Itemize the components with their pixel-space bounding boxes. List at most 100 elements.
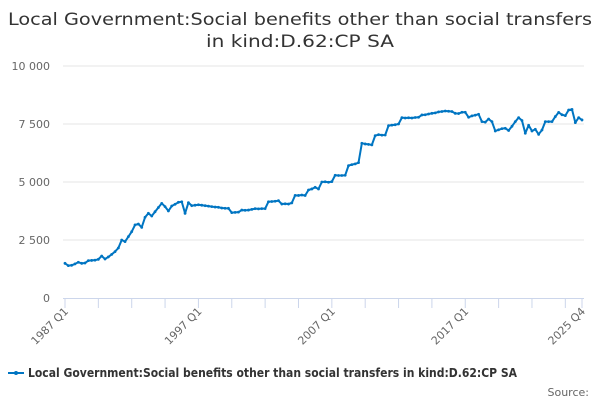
- data-point: [540, 128, 544, 132]
- data-point: [470, 114, 474, 118]
- data-point: [253, 207, 257, 211]
- legend-marker-icon: [14, 371, 18, 375]
- data-point: [340, 174, 344, 177]
- data-point: [477, 112, 480, 116]
- data-point: [63, 261, 67, 265]
- data-point: [270, 200, 274, 203]
- data-point: [440, 110, 444, 113]
- data-point: [453, 111, 457, 115]
- x-tick-label: 2007 Q1: [295, 305, 338, 348]
- data-point: [343, 173, 347, 177]
- data-point: [413, 116, 417, 119]
- data-point: [550, 120, 554, 124]
- y-tick-label: 5 000: [19, 176, 51, 189]
- gridlines: [63, 65, 584, 241]
- data-point: [320, 180, 324, 184]
- data-point: [83, 261, 87, 265]
- y-tick-label: 10 000: [12, 60, 51, 73]
- data-point: [567, 108, 571, 112]
- data-point: [277, 199, 280, 203]
- data-point: [66, 264, 70, 268]
- data-point: [290, 201, 294, 205]
- data-point: [543, 120, 547, 124]
- data-point: [420, 113, 424, 117]
- data-point: [467, 115, 470, 119]
- data-point: [220, 206, 224, 210]
- data-point: [427, 112, 430, 116]
- y-axis: 0 2 500 5 000 7 500 10 000: [12, 60, 51, 305]
- data-point: [210, 205, 214, 208]
- series-line: [64, 108, 583, 267]
- data-point: [140, 225, 144, 229]
- data-point: [160, 201, 164, 205]
- data-point: [283, 202, 287, 206]
- data-point: [457, 112, 460, 115]
- data-point: [417, 115, 420, 119]
- data-point: [263, 207, 267, 211]
- data-point: [193, 203, 197, 207]
- y-tick-label: 0: [43, 292, 50, 305]
- x-axis: 1987 Q1 1997 Q1 2007 Q1 2017 Q1 2025 Q4: [29, 298, 588, 348]
- data-point: [213, 205, 217, 209]
- data-point: [500, 127, 504, 131]
- data-point: [403, 116, 407, 120]
- data-point: [153, 210, 157, 214]
- data-point: [133, 223, 137, 227]
- data-point: [80, 261, 84, 265]
- data-point: [86, 259, 90, 263]
- chart-title-line-1: Local Government:Social benefits other t…: [8, 10, 592, 30]
- data-point: [233, 210, 237, 214]
- data-point: [293, 193, 297, 197]
- data-point: [353, 162, 357, 166]
- data-point: [313, 185, 317, 189]
- data-point: [73, 262, 77, 266]
- data-point: [360, 141, 364, 145]
- data-point: [497, 128, 501, 132]
- data-point: [106, 255, 110, 259]
- data-point: [480, 120, 484, 124]
- data-point: [297, 194, 300, 197]
- data-point: [423, 113, 427, 117]
- data-point: [350, 163, 354, 167]
- x-tick-label: 1997 Q1: [162, 305, 205, 348]
- data-point: [103, 257, 107, 261]
- data-point: [377, 133, 380, 137]
- data-point: [243, 208, 247, 212]
- data-point: [260, 207, 264, 211]
- data-point: [493, 129, 497, 133]
- data-point: [230, 211, 234, 215]
- data-point: [257, 207, 260, 211]
- data-point: [437, 110, 440, 114]
- data-point: [390, 123, 394, 127]
- data-point: [90, 259, 94, 262]
- data-point: [310, 187, 314, 191]
- data-point: [96, 257, 100, 261]
- data-point: [110, 252, 114, 256]
- data-point: [307, 188, 310, 192]
- data-point: [76, 260, 80, 264]
- data-point: [300, 193, 304, 197]
- data-point: [580, 118, 584, 122]
- data-point: [130, 230, 134, 234]
- data-point: [330, 180, 334, 184]
- data-point: [447, 109, 450, 113]
- data-point: [573, 121, 577, 125]
- series-group: [63, 107, 584, 268]
- data-point: [380, 133, 384, 137]
- data-point: [560, 113, 564, 117]
- data-point: [487, 117, 491, 121]
- data-point: [187, 201, 190, 205]
- data-point: [473, 113, 477, 117]
- data-point: [240, 208, 244, 212]
- data-point: [367, 143, 370, 146]
- data-point: [347, 164, 350, 168]
- data-point: [207, 204, 210, 208]
- data-point: [303, 194, 307, 197]
- data-point: [190, 204, 194, 208]
- data-point: [146, 211, 150, 215]
- data-point: [177, 200, 180, 204]
- data-point: [200, 203, 204, 207]
- legend-item[interactable]: Local Government:Social benefits other t…: [8, 366, 518, 380]
- data-point: [510, 124, 514, 128]
- data-point: [537, 132, 541, 136]
